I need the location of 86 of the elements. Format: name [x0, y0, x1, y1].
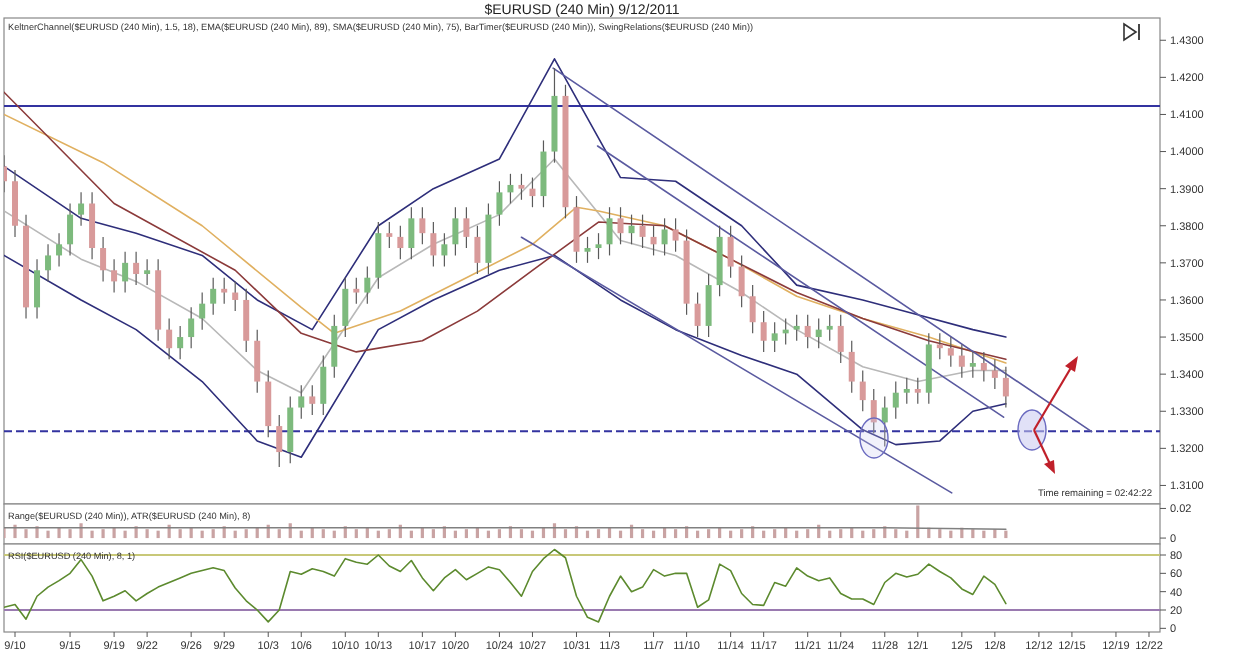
- candlestick: [518, 173, 525, 201]
- candlestick: [67, 202, 74, 257]
- candlestick: [980, 351, 987, 383]
- candlestick: [815, 317, 822, 349]
- candlestick: [540, 139, 547, 208]
- candlestick: [496, 180, 503, 227]
- candlestick: [386, 221, 393, 249]
- candlestick: [232, 280, 239, 312]
- candlestick: [903, 377, 910, 405]
- candlestick: [397, 225, 404, 260]
- candlestick: [848, 340, 855, 394]
- candlestick: [166, 317, 173, 360]
- candlestick: [45, 243, 52, 282]
- candlestick: [309, 384, 316, 416]
- candlestick: [177, 325, 184, 360]
- candlestick: [12, 169, 19, 238]
- candlestick: [122, 251, 129, 294]
- candlestick: [144, 258, 151, 286]
- candlestick: [331, 314, 338, 379]
- candlestick: [265, 369, 272, 438]
- candlestick: [991, 358, 998, 390]
- candlestick: [760, 310, 767, 353]
- candlestick: [419, 206, 426, 245]
- candlestick: [133, 251, 140, 286]
- candlestick: [859, 369, 866, 412]
- candlestick: [584, 236, 591, 264]
- candlestick: [1002, 366, 1009, 409]
- candlestick: [441, 232, 448, 268]
- candlestick: [650, 225, 657, 257]
- candlestick: [78, 191, 85, 227]
- candlestick: [595, 232, 602, 260]
- candlestick: [529, 176, 536, 208]
- candlestick: [705, 273, 712, 338]
- candlestick: [958, 343, 965, 379]
- candlestick: [947, 336, 954, 368]
- candlestick: [892, 380, 899, 420]
- candlestick: [56, 232, 63, 268]
- candlestick: [430, 221, 437, 268]
- candlestick: [639, 214, 646, 249]
- candlestick: [89, 191, 96, 260]
- candlestick: [298, 384, 305, 420]
- candlestick: [199, 291, 206, 331]
- candlestick: [353, 277, 360, 305]
- line-series: [4, 58, 1007, 338]
- candlestick: [694, 291, 701, 338]
- candlestick: [969, 351, 976, 379]
- candlestick: [474, 225, 481, 275]
- candlestick: [661, 217, 668, 257]
- candlestick: [243, 288, 250, 353]
- candlestick: [320, 355, 327, 416]
- candlestick: [628, 214, 635, 245]
- candlestick: [837, 314, 844, 364]
- candlestick: [34, 258, 41, 320]
- line-series: [4, 158, 1007, 394]
- candlestick: [749, 284, 756, 334]
- candlestick: [738, 254, 745, 308]
- candlestick: [914, 377, 921, 405]
- candlestick: [727, 225, 734, 279]
- candlestick: [375, 221, 382, 290]
- candlestick: [507, 173, 514, 205]
- candlestick: [111, 258, 118, 294]
- candlestick: [100, 236, 107, 282]
- candlestick: [342, 277, 349, 338]
- candlestick: [221, 277, 228, 305]
- candlestick: [804, 314, 811, 349]
- candlestick: [188, 306, 195, 349]
- candlestick: [276, 414, 283, 468]
- line-series: [4, 254, 1007, 459]
- candlestick: [254, 329, 261, 394]
- candlestick: [672, 217, 679, 253]
- candlestick: [936, 332, 943, 360]
- candlestick: [606, 206, 613, 257]
- candlestick: [452, 206, 459, 257]
- candlestick: [210, 277, 217, 316]
- candlestick: [463, 206, 470, 249]
- candlestick: [573, 195, 580, 264]
- candlestick: [826, 314, 833, 342]
- candlestick: [881, 395, 888, 448]
- candlestick: [287, 395, 294, 464]
- candlestick: [793, 314, 800, 342]
- candlestick: [408, 206, 415, 260]
- line-series: [4, 548, 1007, 623]
- candlestick: [771, 321, 778, 353]
- candlestick: [617, 206, 624, 245]
- candlestick: [364, 265, 371, 305]
- candlestick: [870, 388, 877, 435]
